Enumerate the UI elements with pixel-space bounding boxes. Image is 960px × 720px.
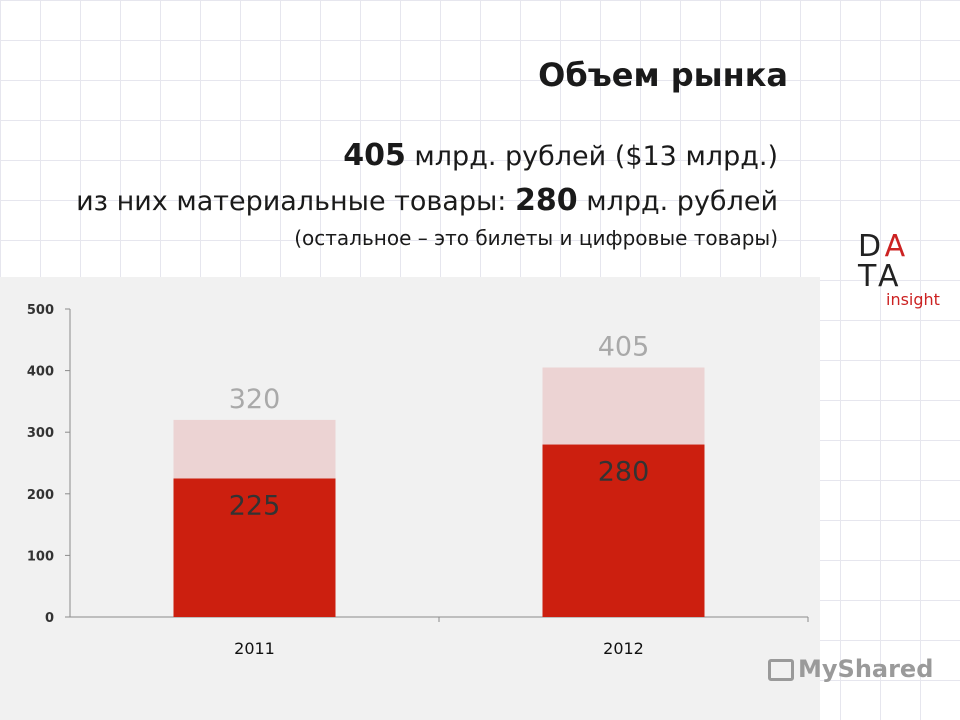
bar-total-label: 405 — [598, 332, 650, 363]
bar-material-goods — [542, 444, 705, 617]
page-title: Объем рынка — [538, 56, 788, 94]
logo-letter-a1: A — [884, 229, 910, 264]
material-goods-line: из них материальные товары: 280 млрд. ру… — [76, 183, 778, 218]
data-insight-logo: DA TA insight — [858, 232, 958, 312]
watermark: MyShared — [768, 655, 933, 683]
y-tick-label: 100 — [27, 549, 54, 564]
bar-total-label: 320 — [229, 384, 281, 415]
logo-row-2: TA — [858, 262, 958, 292]
material-goods-suffix: млрд. рублей — [577, 186, 778, 217]
y-tick-label: 200 — [27, 488, 54, 503]
y-tick-label: 500 — [27, 303, 54, 318]
y-tick-label: 300 — [27, 426, 54, 441]
bar-value-label: 280 — [598, 457, 650, 488]
y-tick-label: 400 — [27, 365, 54, 380]
logo-subtitle: insight — [886, 290, 940, 309]
watermark-text: MyShared — [798, 655, 934, 683]
material-goods-value: 280 — [515, 183, 578, 218]
bar-value-label: 225 — [229, 490, 281, 521]
bar-other-goods — [173, 419, 336, 479]
market-total-line: 405 млрд. рублей ($13 млрд.) — [343, 138, 778, 173]
market-total-text: млрд. рублей ($13 млрд.) — [405, 141, 778, 172]
x-tick-label: 2012 — [603, 639, 644, 658]
logo-letter-d: D — [858, 229, 885, 264]
y-tick-label: 0 — [45, 611, 54, 626]
logo-letter-a2: A — [878, 259, 903, 294]
monitor-icon — [768, 659, 794, 681]
logo-letter-t: T — [858, 259, 878, 294]
market-total-value: 405 — [343, 138, 406, 173]
material-goods-prefix: из них материальные товары: — [76, 186, 515, 217]
logo-row-1: DA — [858, 232, 958, 262]
bar-other-goods — [542, 367, 705, 445]
bar-material-goods — [173, 478, 336, 617]
remainder-note: (остальное – это билеты и цифровые товар… — [294, 226, 778, 250]
x-tick-label: 2011 — [234, 639, 275, 658]
